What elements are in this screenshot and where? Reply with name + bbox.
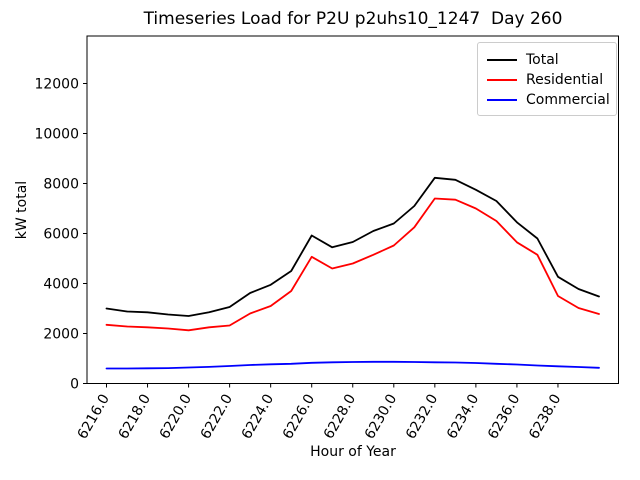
x-tick-label: 6230.0 [362, 392, 400, 442]
x-tick-label: 6216.0 [75, 392, 113, 442]
residential-line-swatch-icon [487, 79, 517, 81]
series-line-total [105, 176, 600, 317]
x-tick-label: 6220.0 [157, 392, 195, 442]
series-line-commercial [105, 360, 600, 370]
x-axis-label: Hour of Year [310, 444, 396, 460]
y-tick-label: 0 [70, 377, 79, 393]
legend-item-residential: Residential [487, 70, 607, 90]
x-tick-label: 6222.0 [198, 392, 236, 442]
y-tick-label: 2000 [43, 327, 79, 343]
legend-label-residential: Residential [526, 72, 604, 88]
series-line-residential [105, 197, 600, 332]
legend-label-commercial: Commercial [526, 92, 610, 108]
x-tick-label: 6238.0 [526, 392, 564, 442]
commercial-line-swatch-icon [487, 99, 517, 101]
legend: Total Residential Commercial [477, 42, 617, 116]
y-tick-label: 6000 [43, 227, 79, 243]
y-tick-label: 10000 [34, 127, 79, 143]
x-tick-label: 6234.0 [444, 392, 482, 442]
x-tick-label: 6232.0 [403, 392, 441, 442]
legend-item-total: Total [487, 50, 607, 70]
legend-item-commercial: Commercial [487, 90, 610, 110]
y-tick-label: 4000 [43, 277, 79, 293]
y-axis-label: kW total [14, 180, 30, 240]
x-tick-label: 6224.0 [239, 392, 277, 442]
x-tick-label: 6226.0 [280, 392, 318, 442]
total-line-swatch-icon [487, 59, 517, 61]
y-tick-label: 12000 [34, 77, 79, 93]
x-tick-label: 6218.0 [116, 392, 154, 442]
chart-title: Timeseries Load for P2U p2uhs10_1247 Day… [143, 9, 563, 29]
y-tick-label: 8000 [43, 177, 79, 193]
legend-label-total: Total [526, 52, 559, 68]
x-tick-label: 6228.0 [321, 392, 359, 442]
x-tick-label: 6236.0 [485, 392, 523, 442]
